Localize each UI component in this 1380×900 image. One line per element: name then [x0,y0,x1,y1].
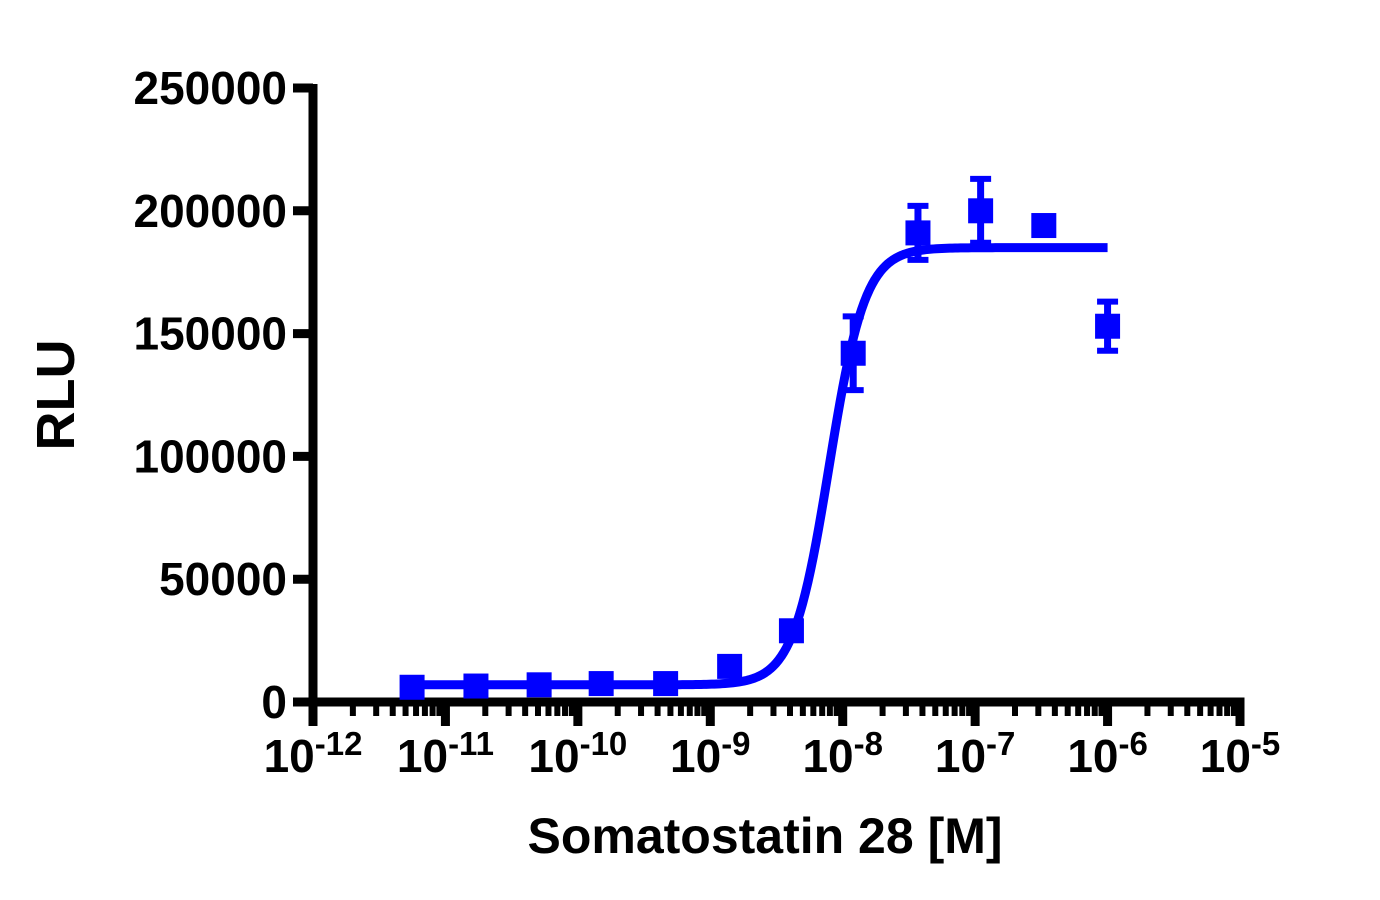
data-points [399,198,1121,700]
data-point-marker [1031,213,1057,239]
x-axis-title: Somatostatin 28 [M] [527,808,1002,864]
x-tick-label: 10-6 [1067,725,1148,782]
y-axis-title: RLU [26,340,86,451]
y-tick-label: 200000 [134,185,288,237]
y-tick-label: 50000 [159,553,287,605]
x-tick-label: 10-10 [528,725,627,782]
data-point-marker [588,671,614,697]
x-tick-label: 10-11 [397,725,494,782]
x-tick-label: 10-7 [935,725,1016,782]
y-tick-label: 0 [261,676,287,728]
data-point-marker [653,671,679,697]
data-point-marker [399,674,425,700]
y-tick-label: 150000 [134,308,288,360]
axes [308,84,1245,707]
x-tick-label: 10-8 [802,725,883,782]
data-point-marker [840,340,866,366]
data-point-marker [1095,313,1121,339]
data-point-marker [526,672,552,698]
data-point-marker [905,220,931,246]
data-point-marker [778,618,804,644]
y-tick-label: 100000 [134,430,288,482]
data-point-marker [717,653,743,679]
x-tick-label: 10-12 [264,725,363,782]
x-tick-label: 10-5 [1200,725,1281,782]
data-point-marker [463,673,489,699]
fit-curve [410,243,1110,690]
fit-curve-path [410,243,1110,690]
x-tick-label: 10-9 [670,725,751,782]
data-point-marker [968,198,994,224]
axis-ticks [293,83,1245,726]
axis-tick-labels: 10-12 10-11 10-10 10-9 10-8 10-7 10-6 10-5 0 5000… [134,62,1281,782]
y-tick-label: 250000 [134,62,288,114]
